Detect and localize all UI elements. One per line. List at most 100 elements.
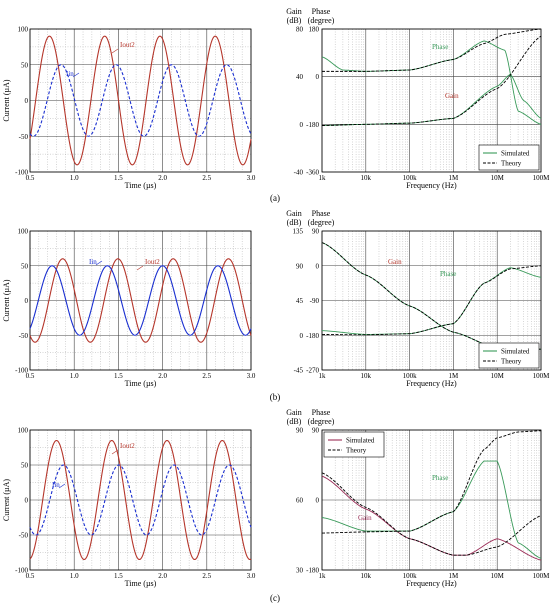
panel-label: (a) [270,193,280,203]
phase-tick-label: 90 [312,228,320,236]
phase-unit-title: Phase [312,408,331,417]
phase-tick-label: 0 [316,262,320,270]
y-axis-label: Current (µA) [2,279,11,321]
series-line-iin [29,64,252,137]
series-line-phase-simulated [321,460,542,559]
phase-unit-title: Phase [312,7,331,16]
time-plot-1: 0.5 1.0 1.5 2.0 2.5 3.0 -100 -50 0 50 100 Time (µs)… [2,228,256,389]
y-tick-label: -50 [19,133,29,141]
series-line-iout2 [29,439,252,561]
series-line-gain-theory [321,35,542,126]
plot-frame [321,28,542,173]
x-tick-label: 2.0 [158,372,167,380]
phase-tick-label: 180 [309,26,320,34]
legend-box [323,431,385,458]
x-tick-label: 100M [533,372,550,380]
series-line-iout2 [29,258,252,343]
y-tick-label: 100 [18,427,29,435]
gain-tick-label: 80 [296,26,304,34]
series-line-iin [29,265,252,336]
annotation-arrow [111,449,119,455]
legend-label-theory: Theory [501,160,522,168]
x-tick-label: 10k [361,372,372,380]
series-line-gain-simulated [321,475,542,561]
gain-tick-label: 90 [296,427,304,435]
annotation-iout2: Iout2 [120,442,135,450]
x-tick-label: 0.5 [26,174,35,182]
plot-frame [29,230,252,371]
x-tick-label: 2.0 [158,174,167,182]
gain-unit-title: (dB) [287,16,302,25]
series-line-gain-theory [321,472,542,556]
x-tick-label: 1M [449,372,460,380]
gain-tick-label: 40 [296,73,304,81]
plot-frame [29,28,252,173]
y-tick-label: 50 [21,61,29,69]
phase-tick-label: -180 [306,332,319,340]
gain-unit-title: Gain [286,209,302,218]
x-tick-label: 3.0 [247,572,256,580]
x-axis-label: Time (µs) [125,579,157,588]
x-tick-label: 1.0 [70,572,79,580]
x-tick-label: 100M [533,572,550,580]
annotation-iout2: Iout2 [145,258,160,266]
annotation-arrow [136,265,144,271]
legend: Simulated Theory [323,431,385,458]
freq-plot-1: -45 0 45 90 135 -270 -180 -90 0 90 1k 10k 100k 1M 10M 1… [286,209,550,388]
gain-tick-label: 135 [293,228,304,236]
x-tick-label: 100k [403,174,418,182]
gain-unit-title: (dB) [287,218,302,227]
legend-box [478,342,540,369]
x-tick-label: 0.5 [26,372,35,380]
annotation-arrow [72,72,80,78]
legend-label-simulated: Simulated [346,437,375,445]
phase-tick-label: 0 [316,497,320,505]
annotation-iout2: Iout2 [120,41,135,49]
plot-frame [321,230,542,371]
phase-tick-label: -180 [306,567,319,575]
gain-unit-title: Gain [286,408,302,417]
phase-tick-label: -360 [306,169,319,177]
phase-tick-label: 0 [316,73,320,81]
y-tick-label: 50 [21,462,29,470]
x-tick-label: 100k [403,572,418,580]
y-axis-label: Current (µA) [2,479,11,521]
annotation-gain: Gain [445,92,459,100]
x-tick-label: 1k [319,572,327,580]
phase-unit-title: Phase [312,209,331,218]
gain-unit-title: Gain [286,7,302,16]
x-tick-label: 3.0 [247,174,256,182]
x-tick-label: 100M [533,174,550,182]
y-axis-label: Current (µA) [2,79,11,121]
x-axis-label: Frequency (Hz) [406,379,457,388]
x-tick-label: 1M [449,572,460,580]
time-plot-2: 0.5 1.0 1.5 2.0 2.5 3.0 -100 -50 0 50 100 Time (µs)… [2,427,256,589]
legend-label-simulated: Simulated [501,348,530,356]
series-line-phase-theory [321,430,542,534]
x-tick-label: 1.5 [114,174,123,182]
legend: Simulated Theory [478,342,540,369]
x-tick-label: 0.5 [26,572,35,580]
y-tick-label: 0 [25,97,29,105]
panel-label: (c) [270,593,280,603]
x-tick-label: 1M [449,174,460,182]
x-tick-label: 2.0 [158,572,167,580]
annotation-gain: Gain [388,258,402,266]
gain-unit-title: (dB) [287,417,302,426]
x-tick-label: 10M [491,372,505,380]
annotation-phase: Phase [432,43,448,51]
x-axis-label: Time (µs) [125,379,157,388]
annotation-iin: Iin [52,481,60,489]
legend-label-theory: Theory [501,358,522,366]
x-axis-label: Frequency (Hz) [406,181,457,190]
x-tick-label: 1.5 [114,372,123,380]
gain-tick-label: 0 [300,332,304,340]
annotation-phase: Phase [440,270,456,278]
phase-unit-title: (degree) [308,218,335,227]
x-tick-label: 2.5 [202,372,211,380]
series-line-gain-theory [321,242,542,350]
x-tick-label: 10k [361,174,372,182]
time-plot-0: 0.5 1.0 1.5 2.0 2.5 3.0 -100 -50 0 50 100 Time (µs)… [2,26,256,191]
x-tick-label: 1k [319,372,327,380]
